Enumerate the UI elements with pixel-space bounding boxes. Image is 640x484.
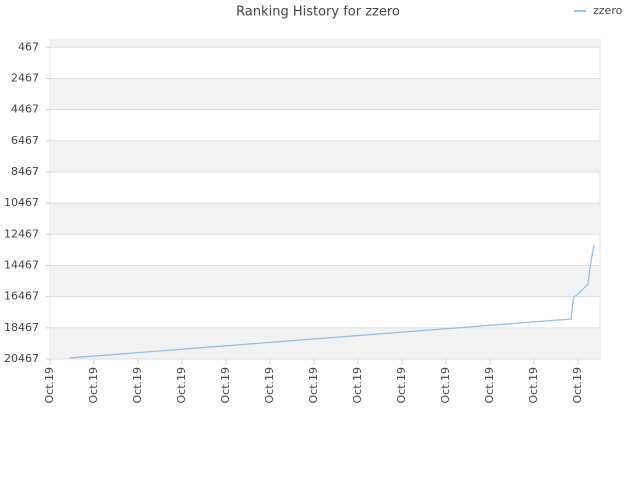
x-tick-label: Oct.19: [219, 367, 232, 404]
x-tick-label: Oct.19: [483, 367, 496, 404]
grid-band: [50, 203, 600, 235]
y-tick-label: 467: [18, 40, 39, 53]
y-tick-label: 12467: [4, 227, 39, 240]
y-tick-label: 8467: [11, 165, 39, 178]
x-tick-label: Oct.19: [395, 367, 408, 404]
y-tick-label: 20467: [4, 352, 39, 365]
grid-band: [50, 265, 600, 297]
y-tick-label: 16467: [4, 290, 39, 303]
y-tick-label: 18467: [4, 321, 39, 334]
x-tick-label: Oct.19: [43, 367, 56, 404]
x-tick-label: Oct.19: [527, 367, 540, 404]
y-tick-label: 6467: [11, 134, 39, 147]
chart-title: Ranking History for zzero: [236, 5, 400, 20]
grid-band: [50, 327, 600, 359]
x-tick-label: Oct.19: [439, 367, 452, 404]
grid-band: [50, 140, 600, 172]
x-tick-label: Oct.19: [263, 367, 276, 404]
y-tick-label: 10467: [4, 196, 39, 209]
y-tick-label: 2467: [11, 71, 39, 84]
line: [69, 244, 595, 359]
y-tick-label: 4467: [11, 103, 39, 116]
x-tick-label: Oct.19: [131, 367, 144, 404]
legend-label: zzero: [593, 4, 623, 17]
grid-band: [50, 78, 600, 110]
x-tick-label: Oct.19: [571, 367, 584, 404]
x-tick-label: Oct.19: [87, 367, 100, 404]
x-tick-label: Oct.19: [351, 367, 364, 404]
x-tick-label: Oct.19: [307, 367, 320, 404]
y-tick-label: 14467: [4, 258, 39, 271]
x-tick-label: Oct.19: [175, 367, 188, 404]
grid-band: [50, 40, 600, 48]
